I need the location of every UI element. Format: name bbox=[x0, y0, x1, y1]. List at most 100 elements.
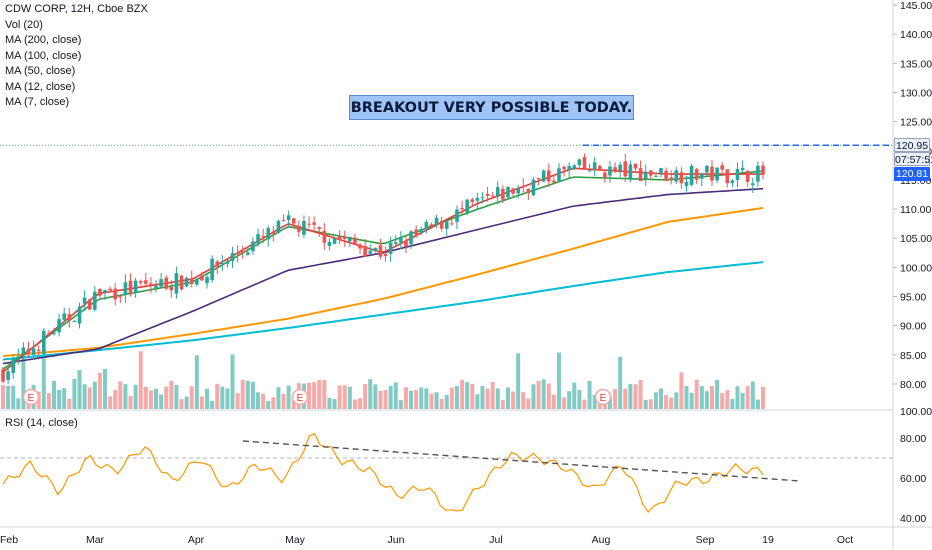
earnings-badge bbox=[291, 388, 309, 406]
volume-bar bbox=[434, 392, 439, 409]
legend-ma-100[interactable]: MA (100, close) bbox=[5, 49, 82, 62]
volume-bar bbox=[373, 384, 378, 409]
volume-bar bbox=[562, 397, 567, 409]
symbol-title[interactable]: CDW CORP, 12H, Cboe BZX bbox=[5, 3, 148, 15]
volume-bar bbox=[67, 398, 72, 409]
candle-body bbox=[118, 296, 123, 298]
time-tick-label: Sep bbox=[696, 534, 715, 546]
volume-bar bbox=[352, 399, 357, 409]
candle-body bbox=[720, 165, 724, 170]
volume-bar bbox=[286, 385, 291, 409]
candle-body bbox=[36, 349, 41, 351]
volume-bar bbox=[36, 391, 41, 409]
candle-body bbox=[195, 278, 199, 285]
volume-bar bbox=[444, 394, 449, 409]
candle-body bbox=[358, 244, 362, 249]
volume-bar bbox=[740, 392, 745, 409]
price-tick-label: 110.00 bbox=[900, 204, 931, 216]
candlesticks bbox=[1, 153, 765, 385]
candle-body bbox=[434, 217, 439, 226]
candle-body bbox=[42, 330, 46, 355]
volume-bar bbox=[648, 399, 653, 409]
candle-body bbox=[31, 348, 36, 356]
volume-bar bbox=[755, 399, 760, 409]
candle-body bbox=[679, 172, 684, 184]
price-tick-label: 130.00 bbox=[900, 87, 932, 99]
candle-body bbox=[710, 166, 714, 181]
volume-bar bbox=[505, 387, 510, 409]
candle-body bbox=[613, 167, 617, 170]
volume-bar bbox=[460, 379, 465, 409]
legend-ma-50[interactable]: MA (50, close) bbox=[5, 65, 76, 77]
candle-body bbox=[342, 236, 347, 239]
candle-body bbox=[154, 285, 158, 288]
candle-body bbox=[67, 314, 72, 321]
legend-ma-7[interactable]: MA (7, close) bbox=[5, 96, 70, 108]
volume-bar bbox=[694, 379, 699, 409]
current-price-tag: 120.81 bbox=[894, 167, 930, 181]
price-tick-label: 85.00 bbox=[900, 350, 926, 362]
breakout-annotation[interactable]: BREAKOUT VERY POSSIBLE TODAY. bbox=[349, 95, 634, 120]
legend-volume[interactable]: Vol (20) bbox=[5, 18, 43, 31]
volume-bar bbox=[674, 392, 679, 409]
volume-bar bbox=[715, 379, 720, 409]
candle-body bbox=[643, 171, 648, 179]
time-tick-label: 19 bbox=[762, 534, 774, 546]
volume-bar bbox=[709, 386, 714, 409]
candle-body bbox=[302, 220, 306, 235]
candle-body bbox=[82, 297, 87, 304]
volume-bar bbox=[169, 380, 174, 409]
candle-body bbox=[603, 172, 607, 178]
rsi-legend[interactable]: RSI (14, close) bbox=[5, 417, 78, 429]
candle-body bbox=[87, 299, 92, 310]
volume-bar bbox=[587, 380, 592, 409]
price-tick-label: 95.00 bbox=[900, 292, 926, 304]
candle-body bbox=[261, 236, 265, 238]
candle-body bbox=[103, 289, 107, 293]
candle-body bbox=[761, 165, 765, 175]
volume-bar bbox=[454, 385, 459, 409]
candle-body bbox=[240, 251, 245, 253]
volume-bar bbox=[623, 388, 628, 409]
time-tick-label: Mar bbox=[86, 534, 105, 546]
volume-bar bbox=[312, 382, 317, 409]
legend-ma-12[interactable]: MA (12, close) bbox=[5, 80, 76, 93]
candle-body bbox=[164, 277, 169, 289]
candle-body bbox=[21, 347, 26, 355]
legend-ma-200[interactable]: MA (200, close) bbox=[5, 34, 82, 46]
volume-bar bbox=[699, 386, 704, 409]
rsi-pane bbox=[0, 433, 893, 513]
volume-bar bbox=[148, 390, 153, 409]
candle-body bbox=[291, 218, 296, 224]
volume-bar bbox=[495, 388, 500, 409]
price-tick-label: 140.00 bbox=[900, 29, 932, 41]
candle-body bbox=[327, 242, 332, 246]
candle-body bbox=[521, 186, 526, 188]
volume-bar bbox=[225, 388, 230, 409]
volume-bar bbox=[368, 379, 373, 409]
volume-bar bbox=[689, 392, 694, 409]
volume-bar bbox=[46, 392, 51, 409]
candle-body bbox=[689, 165, 694, 185]
candle-body bbox=[98, 289, 102, 296]
volume-bar bbox=[128, 395, 133, 409]
volume-bar bbox=[82, 384, 87, 409]
volume-bar bbox=[409, 390, 414, 409]
volume-bar bbox=[556, 352, 561, 409]
candle-body bbox=[582, 157, 587, 169]
volume-bar bbox=[725, 390, 730, 409]
volume-bar bbox=[761, 386, 765, 409]
volume-bar bbox=[77, 369, 82, 409]
volume-bar bbox=[220, 386, 225, 409]
candle-body bbox=[251, 241, 255, 252]
volume-bar bbox=[108, 396, 113, 409]
volume-bar bbox=[174, 385, 179, 409]
volume-bar bbox=[230, 354, 235, 409]
candle-body bbox=[388, 242, 393, 254]
earnings-badge-label: E bbox=[28, 393, 35, 404]
time-tick-label: Feb bbox=[0, 534, 18, 546]
candle-body bbox=[128, 280, 133, 294]
candle-body bbox=[694, 169, 699, 180]
